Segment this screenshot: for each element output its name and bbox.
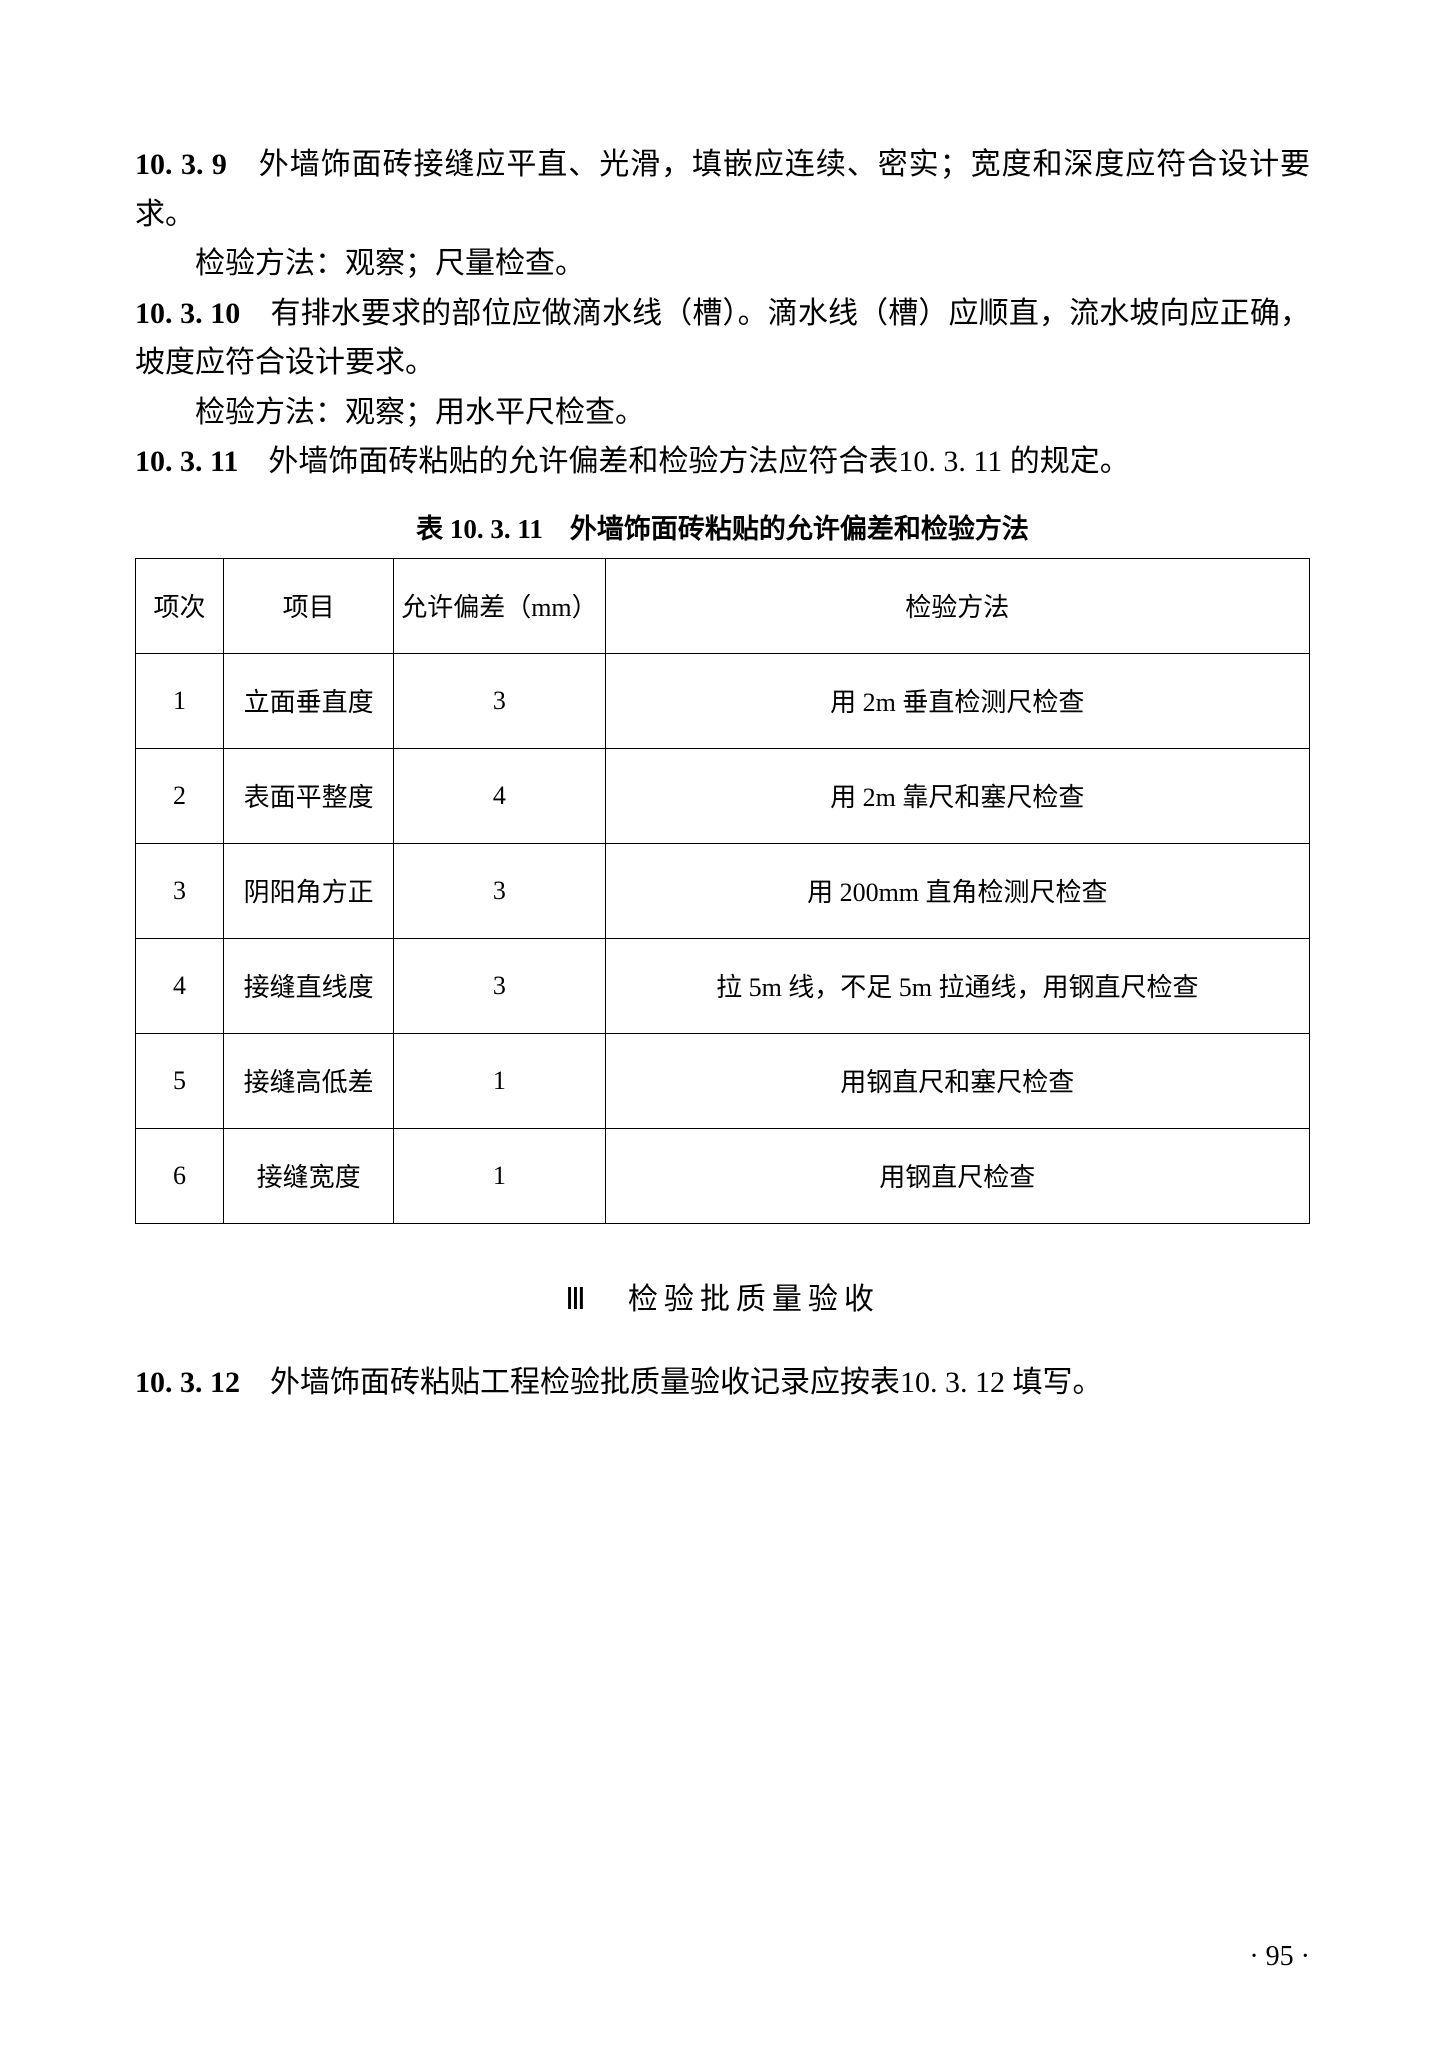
table-header-row: 项次 项目 允许偏差（mm） 检验方法 xyxy=(136,558,1310,653)
clause-10-3-9: 10. 3. 9 外墙饰面砖接缝应平直、光滑，填嵌应连续、密实；宽度和深度应符合… xyxy=(135,140,1310,239)
table-cell: 4 xyxy=(136,938,224,1033)
clause-10-3-9-method: 检验方法：观察；尺量检查。 xyxy=(135,239,1310,289)
table-caption: 表 10. 3. 11 外墙饰面砖粘贴的允许偏差和检验方法 xyxy=(135,507,1310,546)
table-cell: 接缝直线度 xyxy=(224,938,394,1033)
clause-text: 外墙饰面砖粘贴工程检验批质量验收记录应按表10. 3. 12 填写。 xyxy=(240,1366,1103,1399)
tolerance-table: 项次 项目 允许偏差（mm） 检验方法 1 立面垂直度 3 用 2m 垂直检测尺… xyxy=(135,558,1310,1224)
clause-num: 10. 3. 10 xyxy=(135,297,240,330)
clause-10-3-10: 10. 3. 10 有排水要求的部位应做滴水线（槽）。滴水线（槽）应顺直，流水坡… xyxy=(135,289,1310,388)
table-cell: 1 xyxy=(394,1033,605,1128)
clause-num: 10. 3. 12 xyxy=(135,1366,240,1399)
table-cell: 用 2m 靠尺和塞尺检查 xyxy=(605,748,1309,843)
table-cell: 3 xyxy=(394,843,605,938)
table-cell: 接缝高低差 xyxy=(224,1033,394,1128)
table-cell: 3 xyxy=(136,843,224,938)
table-cell: 用 2m 垂直检测尺检查 xyxy=(605,653,1309,748)
table-row: 6 接缝宽度 1 用钢直尺检查 xyxy=(136,1128,1310,1223)
table-cell: 2 xyxy=(136,748,224,843)
table-cell: 3 xyxy=(394,653,605,748)
table-header: 项目 xyxy=(224,558,394,653)
table-cell: 拉 5m 线，不足 5m 拉通线，用钢直尺检查 xyxy=(605,938,1309,1033)
table-header: 检验方法 xyxy=(605,558,1309,653)
table-cell: 接缝宽度 xyxy=(224,1128,394,1223)
clause-num: 10. 3. 11 xyxy=(135,445,238,478)
table-row: 2 表面平整度 4 用 2m 靠尺和塞尺检查 xyxy=(136,748,1310,843)
table-header: 项次 xyxy=(136,558,224,653)
clause-10-3-10-method: 检验方法：观察；用水平尺检查。 xyxy=(135,388,1310,438)
table-cell: 表面平整度 xyxy=(224,748,394,843)
table-row: 4 接缝直线度 3 拉 5m 线，不足 5m 拉通线，用钢直尺检查 xyxy=(136,938,1310,1033)
clause-10-3-11: 10. 3. 11 外墙饰面砖粘贴的允许偏差和检验方法应符合表10. 3. 11… xyxy=(135,437,1310,487)
clause-num: 10. 3. 9 xyxy=(135,148,227,181)
clause-text: 外墙饰面砖粘贴的允许偏差和检验方法应符合表10. 3. 11 的规定。 xyxy=(238,445,1129,478)
clause-10-3-12: 10. 3. 12 外墙饰面砖粘贴工程检验批质量验收记录应按表10. 3. 12… xyxy=(135,1358,1310,1408)
table-cell: 用钢直尺和塞尺检查 xyxy=(605,1033,1309,1128)
table-row: 3 阴阳角方正 3 用 200mm 直角检测尺检查 xyxy=(136,843,1310,938)
page-number: · 95 · xyxy=(1249,1941,1310,1973)
table-cell: 1 xyxy=(394,1128,605,1223)
table-cell: 6 xyxy=(136,1128,224,1223)
section-heading: Ⅲ 检验批质量验收 xyxy=(135,1274,1310,1318)
table-cell: 5 xyxy=(136,1033,224,1128)
table-row: 5 接缝高低差 1 用钢直尺和塞尺检查 xyxy=(136,1033,1310,1128)
table-header: 允许偏差（mm） xyxy=(394,558,605,653)
table-cell: 用 200mm 直角检测尺检查 xyxy=(605,843,1309,938)
table-cell: 阴阳角方正 xyxy=(224,843,394,938)
table-cell: 立面垂直度 xyxy=(224,653,394,748)
clause-text: 有排水要求的部位应做滴水线（槽）。滴水线（槽）应顺直，流水坡向应正确，坡度应符合… xyxy=(135,297,1310,380)
table-cell: 3 xyxy=(394,938,605,1033)
table-cell: 4 xyxy=(394,748,605,843)
table-row: 1 立面垂直度 3 用 2m 垂直检测尺检查 xyxy=(136,653,1310,748)
clause-text: 外墙饰面砖接缝应平直、光滑，填嵌应连续、密实；宽度和深度应符合设计要求。 xyxy=(135,148,1310,231)
table-cell: 用钢直尺检查 xyxy=(605,1128,1309,1223)
table-cell: 1 xyxy=(136,653,224,748)
